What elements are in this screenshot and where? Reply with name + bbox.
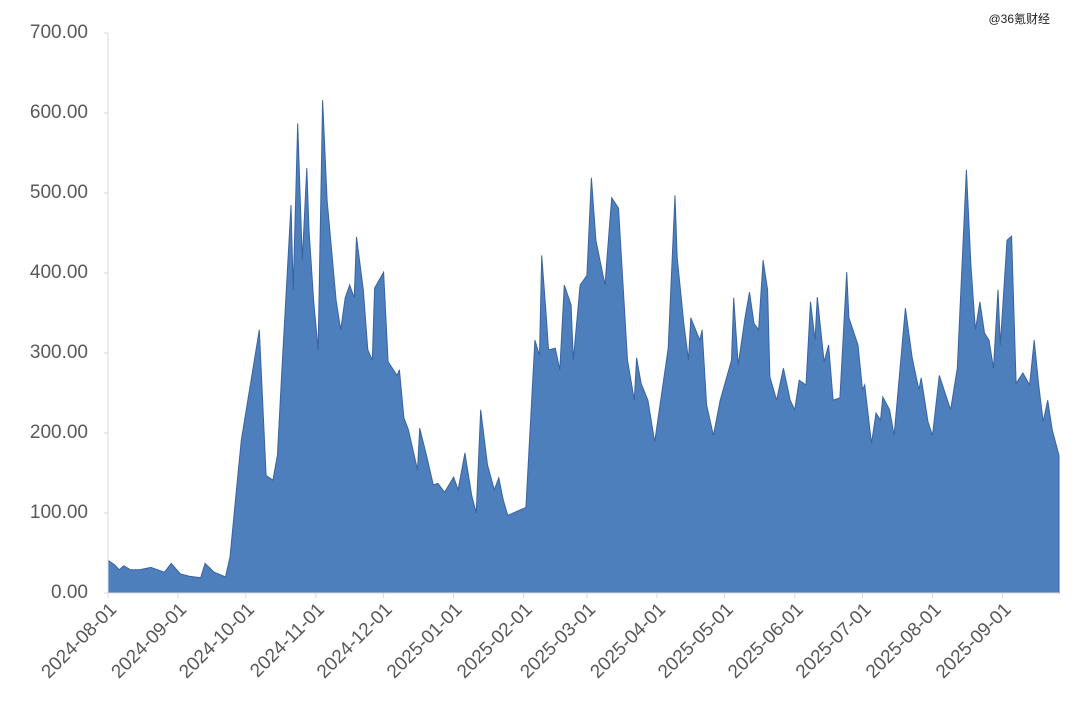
y-tick-label: 300.00 [30, 342, 88, 363]
y-tick-label: 200.00 [30, 422, 88, 443]
y-tick-label: 400.00 [30, 262, 88, 283]
y-tick-label: 500.00 [30, 182, 88, 203]
y-tick-label: 700.00 [30, 22, 88, 43]
y-tick-label: 0.00 [51, 582, 88, 603]
x-tick-label: 2025-09-01 [932, 599, 1016, 683]
y-tick-label: 100.00 [30, 502, 88, 523]
watermark: @36氪财经 [988, 11, 1050, 26]
area [107, 100, 1060, 594]
y-tick-label: 600.00 [30, 102, 88, 123]
